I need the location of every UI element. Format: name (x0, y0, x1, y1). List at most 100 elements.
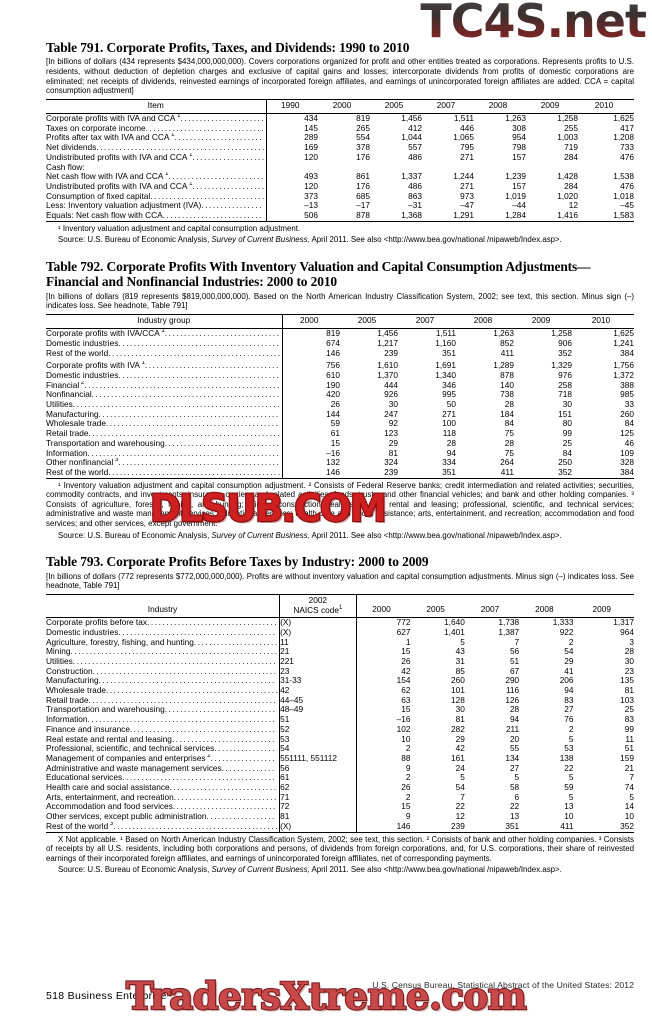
naics-code-cell: 53 (279, 734, 357, 745)
data-cell: 25 (562, 437, 572, 448)
table-793-source: Source: U.S. Bureau of Economic Analysis… (46, 865, 634, 875)
leader-dots: ......................... (168, 172, 265, 182)
data-cell: –47 (460, 200, 474, 211)
data-cell: 1,217 (377, 337, 398, 348)
data-cell: 411 (560, 820, 574, 831)
data-cell: 1,003 (557, 132, 578, 143)
table-791-body: Corporate profits with IVA and CCA 1 ...… (46, 112, 634, 222)
row-label: Health care and social assistance ......… (46, 783, 278, 793)
row-label: Corporate profits with IVA and CCA 1 ...… (46, 113, 266, 123)
source-prefix: Source: U.S. Bureau of Economic Analysis… (58, 865, 212, 875)
source-prefix: Source: U.S. Bureau of Economic Analysis… (58, 235, 212, 245)
row-label: Other services, except public administra… (46, 812, 276, 822)
data-cell: 59 (281, 419, 340, 430)
table-row: Accommodation and food services ........… (46, 802, 634, 813)
data-cell: –44 (512, 200, 526, 211)
data-cell: –13 (265, 201, 318, 212)
table-row: Equals: Net cash flow with CCA .........… (46, 210, 634, 222)
table-793-block: Table 793. Corporate Profits Before Taxe… (0, 540, 652, 875)
leader-dots: ........................................… (72, 400, 281, 410)
data-cell: 176 (356, 151, 370, 162)
col-header-2008: 2008 (473, 315, 493, 326)
data-cell: 1,625 (613, 328, 634, 339)
data-cell: 486 (408, 151, 422, 162)
col-header-2000: 2000 (332, 100, 352, 111)
data-cell: 351 (442, 347, 456, 358)
table-row: Other services, except public administra… (46, 811, 634, 822)
data-cell: 239 (384, 466, 398, 477)
data-cell: 1,756 (613, 360, 634, 371)
data-cell: 54 (455, 782, 465, 793)
data-cell: 1,401 (444, 626, 465, 637)
table-row: Agriculture, forestry, fishing, and hunt… (46, 637, 634, 648)
leader-dots: ............................. (164, 705, 277, 715)
data-cell: 157 (512, 180, 526, 191)
leader-dots: ........................................… (118, 627, 277, 637)
data-cell: 289 (265, 133, 318, 144)
data-cell: 81 (455, 714, 465, 725)
naics-code-cell: 551111, 551112 (279, 753, 357, 764)
data-cell: 92 (388, 418, 398, 429)
data-cell: 100 (442, 418, 456, 429)
data-cell: 411 (500, 347, 514, 358)
naics-code-cell: (X) (279, 627, 357, 638)
data-cell: 29 (455, 733, 465, 744)
table-row: Professional, scientific, and technical … (46, 744, 634, 754)
data-cell: 42 (355, 666, 411, 677)
data-cell: 5 (568, 733, 574, 744)
row-label: Real estate and rental and leasing .....… (46, 734, 277, 744)
row-label: Mining .................................… (46, 647, 279, 657)
table-row: Cash flow: (46, 162, 634, 173)
table-row: Utilities ..............................… (46, 656, 634, 667)
source-italic: Survey of Current Business, (211, 865, 310, 875)
data-cell: 265 (356, 122, 370, 133)
table-792-source: Source: U.S. Bureau of Economic Analysis… (46, 531, 634, 541)
data-cell: 247 (384, 408, 398, 419)
data-cell: 1,333 (552, 617, 574, 628)
data-cell: 84 (562, 447, 572, 458)
col-header-2010: 2010 (591, 315, 611, 326)
data-cell: 627 (355, 627, 411, 638)
leader-dots: ........................................… (96, 143, 266, 153)
data-cell: 23 (624, 665, 634, 676)
naics-footnote-marker: 1 (338, 604, 343, 611)
leader-dots: ........................................… (88, 429, 282, 439)
data-cell: 7 (629, 772, 634, 783)
data-cell: 144 (281, 409, 340, 420)
leader-dots: ...................... (193, 637, 279, 647)
table-792-body: Corporate profits with IVA/CCA 1 .......… (46, 328, 634, 479)
data-cell: 328 (620, 457, 634, 468)
data-cell: 1,511 (453, 112, 474, 123)
table-792-block: Table 792. Corporate Profits With Invent… (0, 245, 652, 540)
table-row: Mining .................................… (46, 647, 634, 657)
data-cell: 154 (355, 676, 411, 687)
data-cell: 1,416 (557, 210, 578, 221)
data-cell: 11 (625, 733, 634, 744)
data-cell: 255 (564, 122, 578, 133)
data-cell: 58 (509, 782, 520, 793)
row-label: Finance and insurance ..................… (46, 724, 277, 734)
leader-dots: ................... (192, 181, 266, 191)
data-cell: 28 (504, 399, 514, 410)
data-cell: 756 (281, 361, 340, 371)
data-cell: 1,289 (493, 360, 514, 371)
data-cell: 27 (509, 762, 520, 773)
leader-dots: ........................................… (87, 715, 277, 725)
col-header-2009: 2009 (531, 315, 551, 326)
data-cell: 26 (281, 399, 340, 410)
data-cell: 738 (500, 389, 514, 400)
col-header-2008: 2008 (535, 604, 554, 615)
footnote-marker: 3 (108, 821, 114, 828)
data-cell: 109 (620, 447, 634, 458)
data-cell: 15 (355, 705, 411, 716)
data-cell: 1,244 (453, 171, 474, 182)
row-label: Rest of the world 3 ....................… (46, 821, 280, 831)
data-cell: 271 (460, 180, 474, 191)
source-suffix: April 2011. See also <http://www.bea.gov… (309, 865, 562, 875)
data-cell: 1,538 (613, 171, 634, 182)
data-cell: 674 (281, 338, 340, 349)
naics-code-cell: 52 (279, 724, 357, 735)
table-791: Item 1990 2000 2005 2007 2008 2009 2010 … (46, 99, 634, 222)
data-cell: 2 (355, 773, 411, 784)
